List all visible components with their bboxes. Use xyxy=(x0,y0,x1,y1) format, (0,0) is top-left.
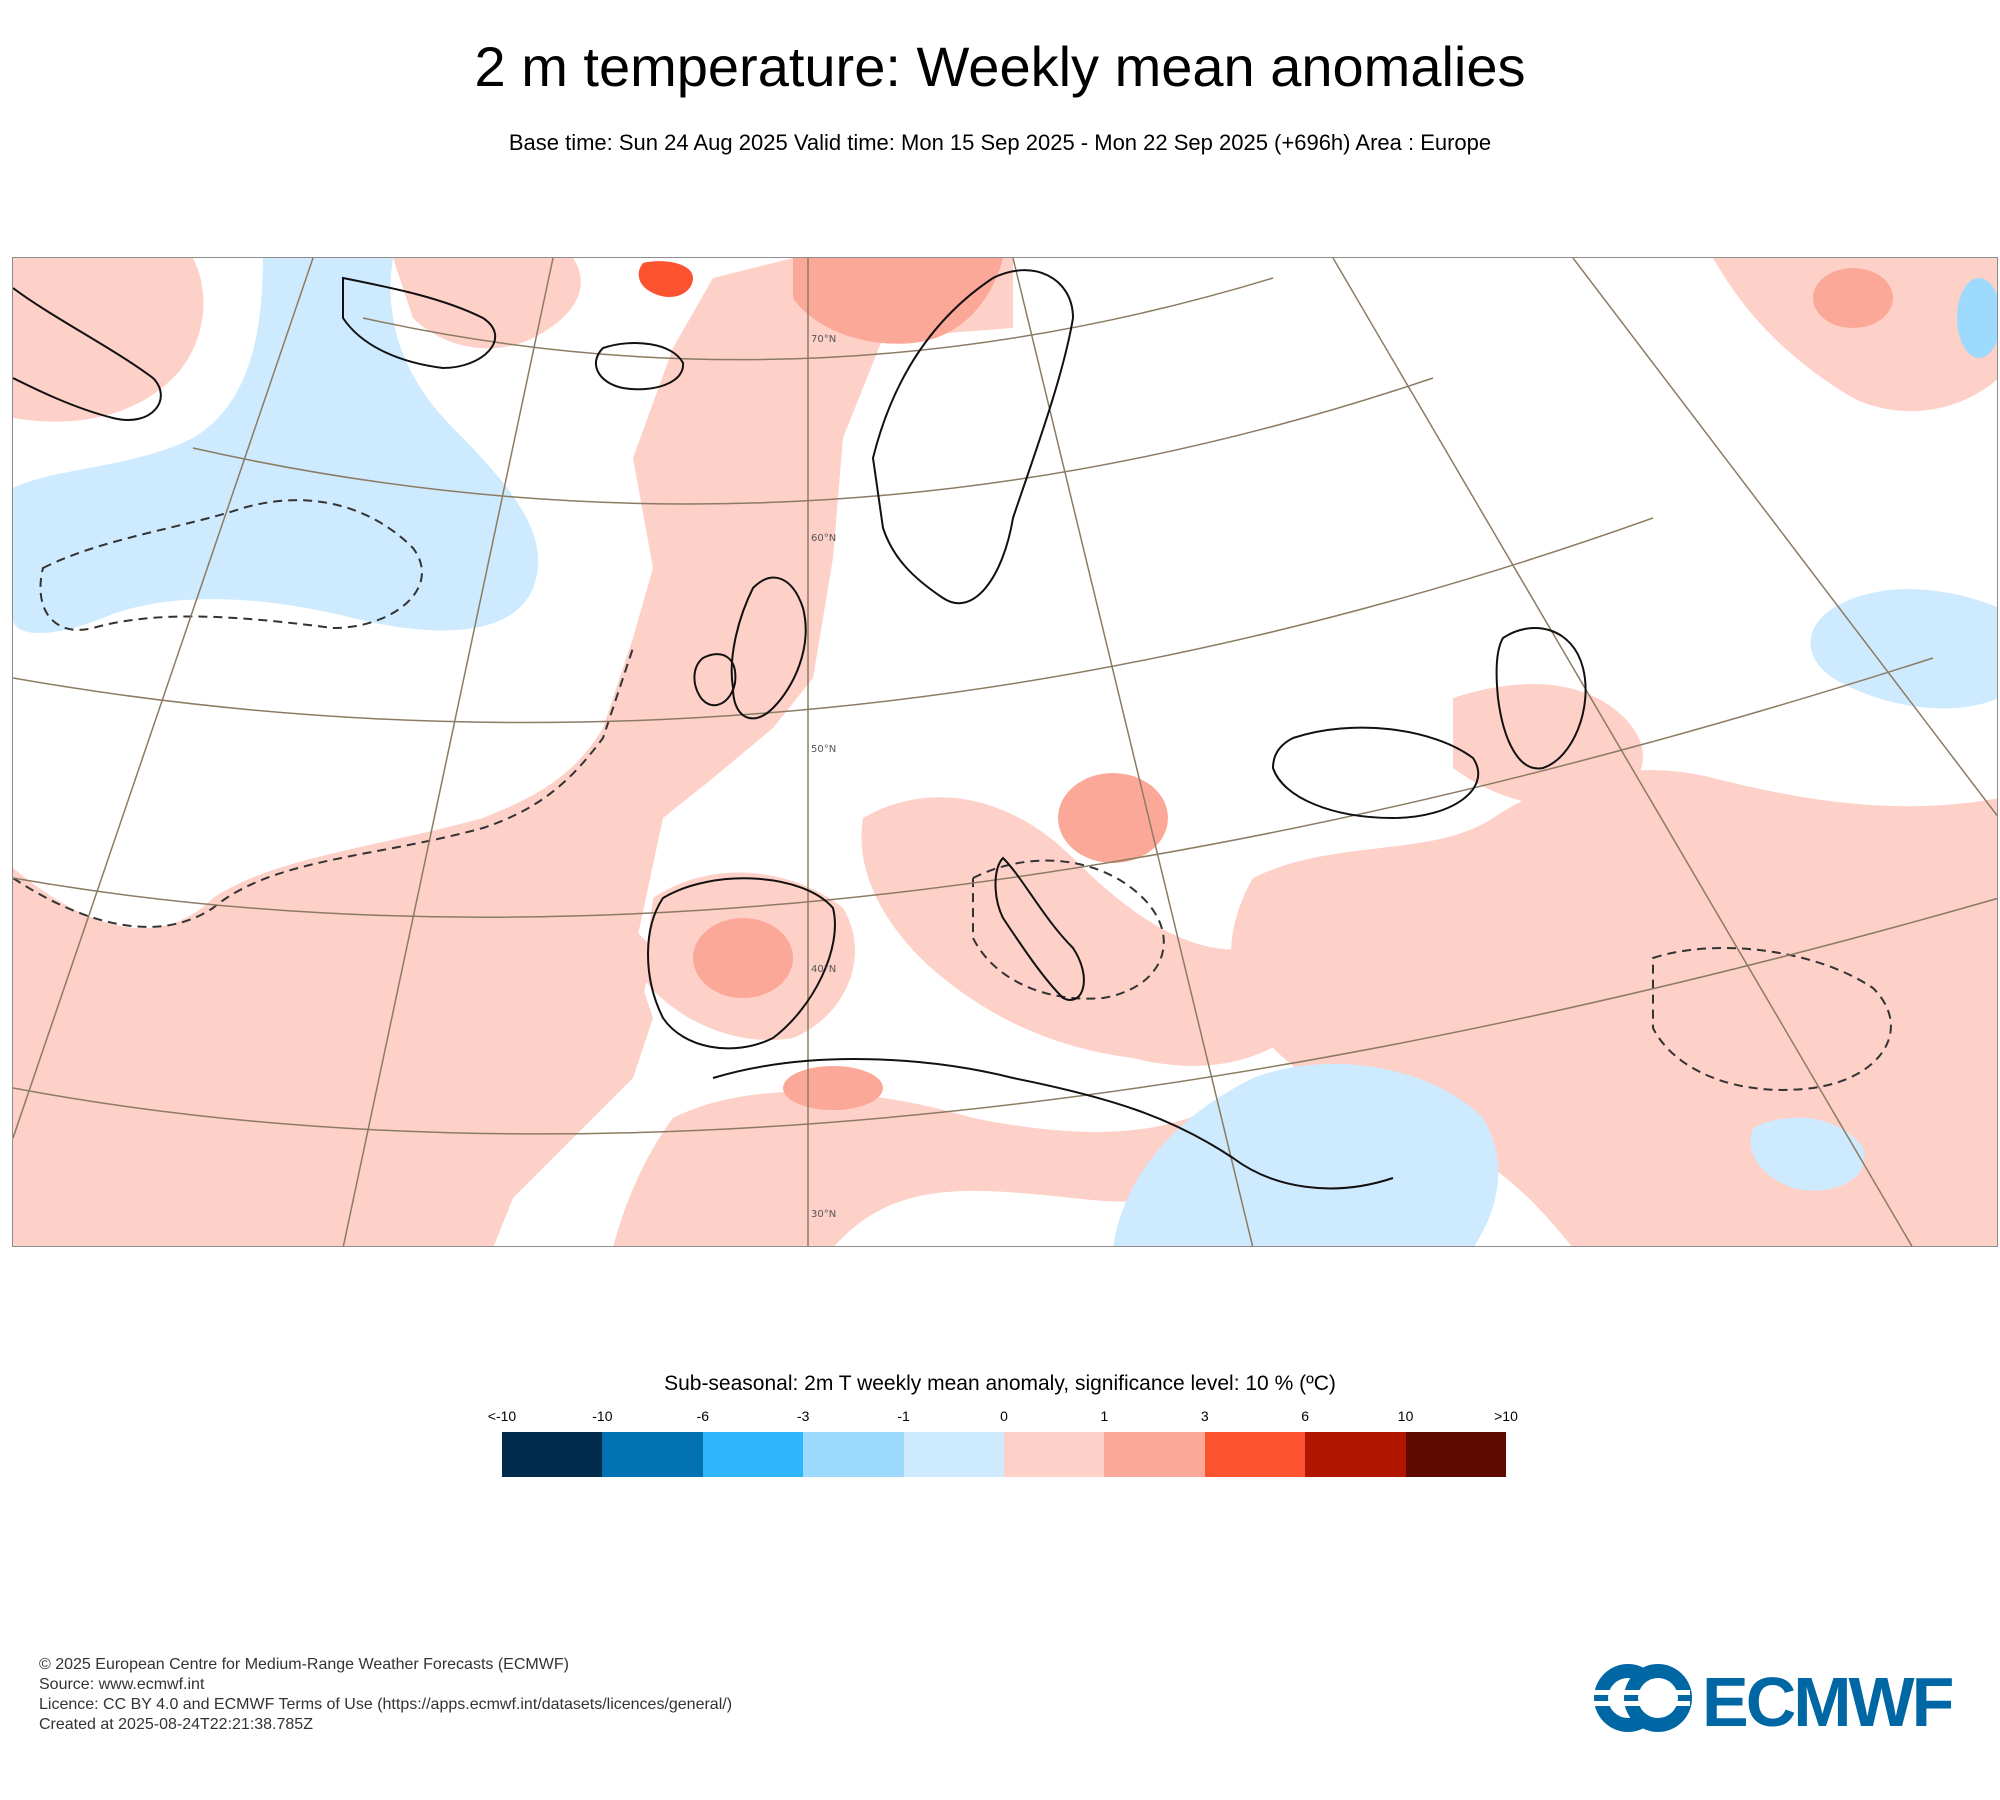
legend-label: <-10 xyxy=(487,1408,517,1424)
iceland-coast xyxy=(594,342,685,391)
atlantic-significance-contour xyxy=(13,647,634,928)
medium-cool-regions xyxy=(1957,278,1997,358)
central-europe-warm xyxy=(861,797,1321,1066)
lat-label-40: 40°N xyxy=(811,964,836,975)
legend-swatch xyxy=(502,1432,603,1477)
arabia-cool-region xyxy=(1750,1117,1865,1191)
page-title: 2 m temperature: Weekly mean anomalies xyxy=(474,35,1526,98)
legend-title: Sub-seasonal: 2m T weekly mean anomaly, … xyxy=(664,1372,1336,1395)
ural-hot-spot xyxy=(1813,268,1893,328)
lat-60-line xyxy=(192,377,1434,505)
lat-label-30: 30°N xyxy=(811,1209,836,1220)
page-subtitle: Base time: Sun 24 Aug 2025 Valid time: M… xyxy=(508,130,1492,155)
morocco-hot-spot xyxy=(783,1066,883,1110)
greenland-warm xyxy=(393,258,581,349)
legend-swatch xyxy=(702,1432,804,1477)
labrador-coast xyxy=(13,287,162,421)
scandinavia-coast xyxy=(871,269,1075,605)
black-sea-coast xyxy=(1271,726,1480,820)
balkan-significance-contour xyxy=(972,859,1165,1000)
legend-swatch xyxy=(903,1432,1005,1477)
footer-copyright: © 2025 European Centre for Medium-Range … xyxy=(39,1656,569,1673)
footer: © 2025 European Centre for Medium-Range … xyxy=(39,1655,732,1735)
north-africa-cool-region xyxy=(1113,1063,1499,1246)
legend-swatch xyxy=(1104,1432,1205,1477)
legend-label: 0 xyxy=(1000,1408,1008,1424)
lat-label-70: 70°N xyxy=(811,334,836,345)
svalbard-hot-spot xyxy=(638,261,693,298)
caspian-coast xyxy=(1495,627,1587,770)
greenland-coast xyxy=(342,276,497,370)
ecmwf-logo-graphic: ECMWF xyxy=(1590,1663,1956,1741)
map-canvas: 70°N 60°N 50°N 40°N 30°N xyxy=(13,258,1997,1246)
cool-significance-contour xyxy=(39,499,423,631)
russia-northeast-warm xyxy=(1713,258,1997,412)
legend-label: 1 xyxy=(1100,1408,1109,1424)
middle-east-significance-contour xyxy=(1652,947,1892,1091)
coastlines xyxy=(13,269,1587,1190)
ireland-coast xyxy=(693,653,737,707)
meridian-e30 xyxy=(1572,258,1997,817)
lat-50-line xyxy=(13,517,1654,724)
ecmwf-logo-text: ECMWF xyxy=(1702,1663,1953,1740)
legend-label: -10 xyxy=(592,1408,613,1424)
graticule xyxy=(13,258,1997,1246)
lat-40-line xyxy=(13,657,1934,918)
ecmwf-logo: ECMWF xyxy=(1590,1660,1970,1741)
footer-created: Created at 2025-08-24T22:21:38.785Z xyxy=(39,1716,313,1733)
legend-label: -1 xyxy=(897,1408,910,1424)
north-africa-coast xyxy=(712,1058,1394,1190)
caspian-cool-region xyxy=(1810,589,1997,709)
footer-licence: Licence: CC BY 4.0 and ECMWF Terms of Us… xyxy=(39,1696,733,1713)
north-africa-warm xyxy=(613,1091,1253,1246)
lat-30-line xyxy=(13,897,1997,1135)
legend-label: >10 xyxy=(1494,1408,1518,1424)
iberia-coast xyxy=(647,877,836,1050)
latitude-labels: 70°N 60°N 50°N 40°N 30°N xyxy=(811,334,836,1220)
meridian-w20 xyxy=(13,258,314,1139)
norwegian-sea-warm xyxy=(793,258,1003,344)
significance-contours xyxy=(13,499,1892,1091)
legend-swatch xyxy=(1204,1432,1306,1477)
balkans-hot-spot xyxy=(1058,773,1168,863)
legend-label: -3 xyxy=(796,1408,810,1424)
atlantic-south-warm xyxy=(13,868,653,1246)
cool-anomaly-regions xyxy=(13,258,1997,1246)
iberia-hot-spot xyxy=(693,918,793,998)
meridian-e10 xyxy=(1012,258,1254,1246)
north-atlantic-cool-region xyxy=(13,258,539,633)
legend-label: -6 xyxy=(696,1408,710,1424)
legend-swatch xyxy=(602,1432,703,1477)
legend-color-bar xyxy=(502,1432,1507,1477)
legend-swatch xyxy=(1305,1432,1406,1477)
lat-label-50: 50°N xyxy=(811,744,836,755)
legend-labels: <-10 -10 -6 -3 -1 0 1 3 6 10 >10 xyxy=(0,1408,2000,1428)
british-isles-coast xyxy=(730,576,807,720)
very-strong-warm-regions xyxy=(638,261,693,298)
legend-swatch xyxy=(803,1432,904,1477)
map-panel[interactable]: 70°N 60°N 50°N 40°N 30°N xyxy=(12,257,1998,1247)
meridian-w10 xyxy=(342,258,554,1246)
lat-label-60: 60°N xyxy=(811,533,836,544)
italy-coast xyxy=(994,856,1085,1001)
ecmwf-logo-mark xyxy=(1590,1664,1692,1732)
russia-cool-spot xyxy=(1957,278,1997,358)
legend-swatch xyxy=(1405,1432,1507,1477)
footer-source: Source: www.ecmwf.int xyxy=(39,1676,205,1693)
legend-label: 10 xyxy=(1397,1408,1414,1424)
meridian-e20 xyxy=(1332,258,1913,1246)
legend-swatch xyxy=(1004,1432,1105,1477)
legend-label: 6 xyxy=(1301,1408,1310,1424)
strong-warm-anomaly-regions xyxy=(693,258,1893,1110)
legend-label: 3 xyxy=(1200,1408,1209,1424)
